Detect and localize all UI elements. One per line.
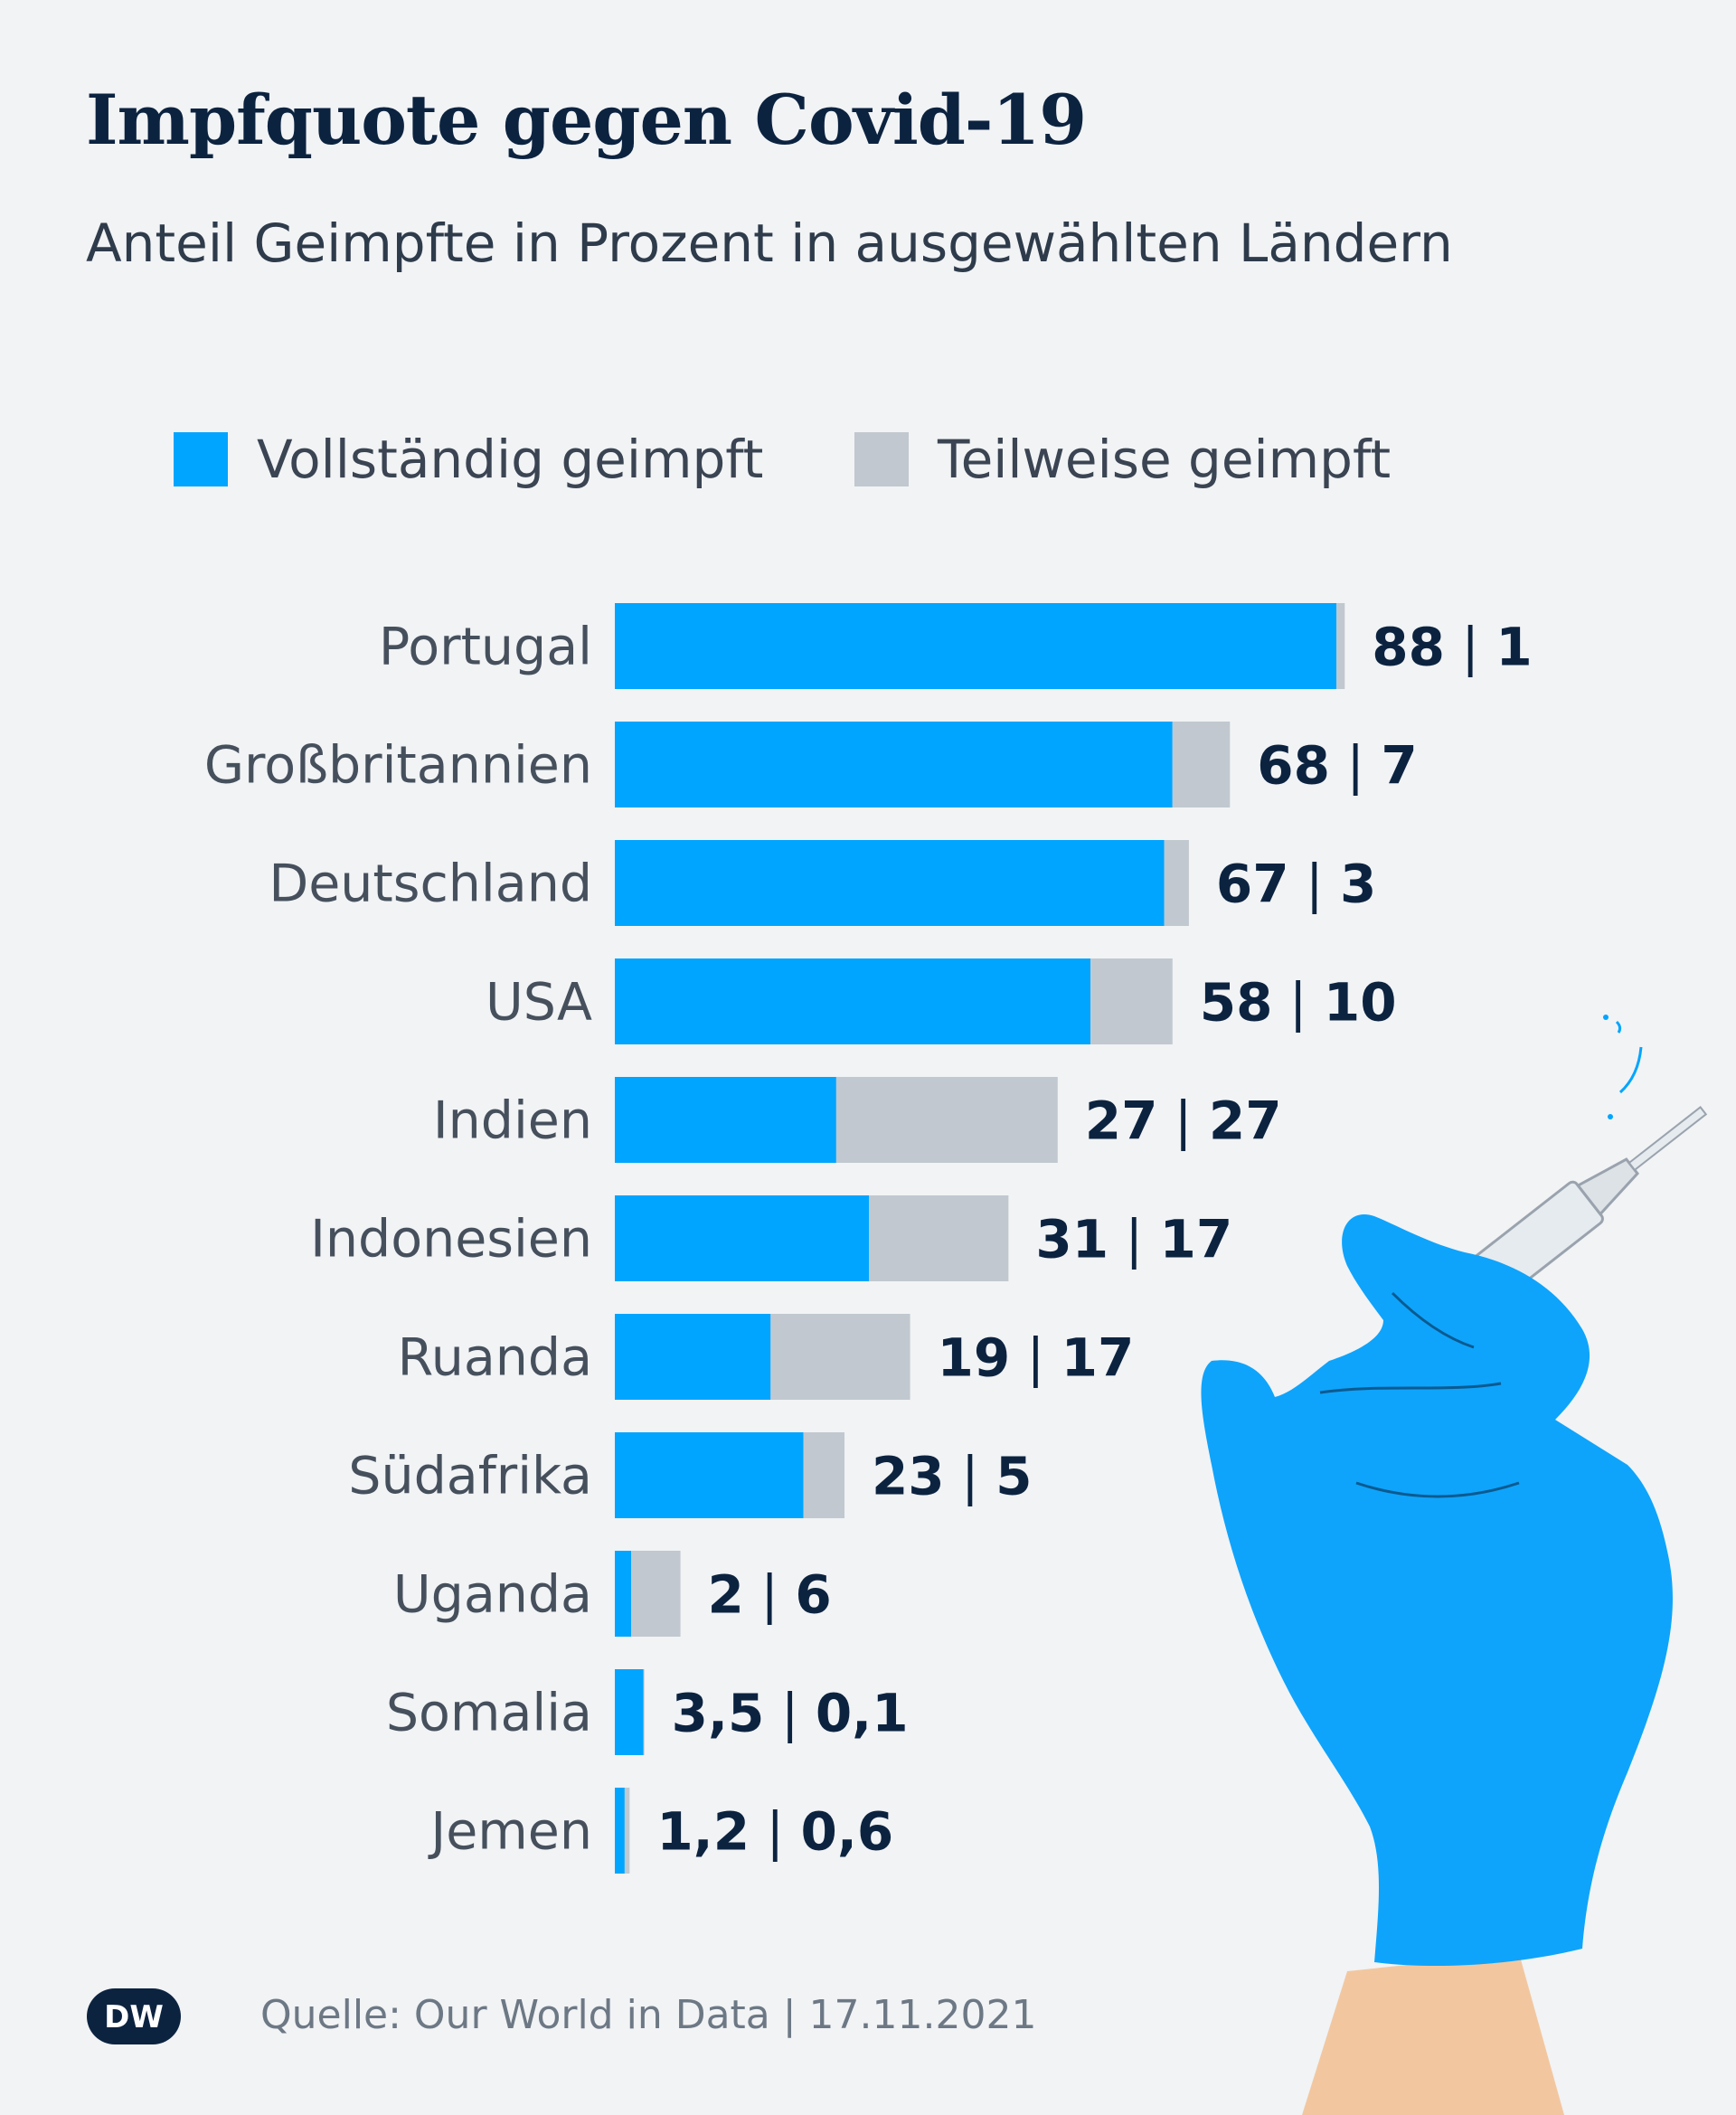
value-label: 67 | 3 bbox=[1216, 854, 1377, 915]
category-label: Indonesien bbox=[310, 1210, 592, 1270]
category-label: Uganda bbox=[393, 1565, 592, 1625]
category-label: Großbritannien bbox=[204, 736, 592, 796]
source-note: Quelle: Our World in Data | 17.11.2021 bbox=[260, 1992, 1037, 2038]
legend-label-partial: Teilweise geimpft bbox=[938, 429, 1392, 490]
bar-partial bbox=[1336, 603, 1345, 689]
value-label: 27 | 27 bbox=[1085, 1091, 1282, 1152]
value-label: 23 | 5 bbox=[872, 1446, 1032, 1507]
category-label: Südafrika bbox=[348, 1447, 592, 1506]
legend-item-full: Vollständig geimpft bbox=[174, 429, 763, 490]
bar-partial bbox=[835, 1077, 1058, 1163]
category-label: Somalia bbox=[386, 1684, 592, 1743]
dw-logo-icon: DW bbox=[87, 1988, 181, 2044]
category-label: Indien bbox=[433, 1091, 592, 1151]
category-label: USA bbox=[486, 973, 592, 1033]
bar-full bbox=[615, 1788, 625, 1874]
value-label: 88 | 1 bbox=[1372, 617, 1533, 678]
droplet-icon bbox=[1603, 1015, 1609, 1020]
bar-partial bbox=[1164, 840, 1189, 926]
bar-full bbox=[615, 1551, 632, 1637]
bar-full bbox=[615, 1669, 644, 1755]
bar-full bbox=[615, 958, 1091, 1044]
glove-icon bbox=[1201, 1214, 1673, 1967]
value-label: 2 | 6 bbox=[708, 1564, 832, 1626]
chart-subtitle: Anteil Geimpfte in Prozent in ausgewählt… bbox=[86, 212, 1453, 274]
bar-full bbox=[615, 1432, 804, 1518]
droplet-icon bbox=[1618, 1046, 1643, 1094]
dw-logo-text: DW bbox=[104, 1999, 164, 2035]
value-label: 68 | 7 bbox=[1257, 735, 1418, 797]
category-label: Ruanda bbox=[398, 1328, 592, 1388]
bar-full bbox=[615, 840, 1165, 926]
bar-full bbox=[615, 1314, 771, 1400]
value-label: 1,2 | 0,6 bbox=[656, 1801, 893, 1863]
droplet-icon bbox=[1608, 1114, 1613, 1119]
category-label: Deutschland bbox=[269, 854, 592, 914]
legend-label-full: Vollständig geimpft bbox=[257, 429, 764, 490]
bar-partial bbox=[1172, 722, 1231, 807]
value-label: 3,5 | 0,1 bbox=[672, 1683, 909, 1744]
bar-full bbox=[615, 722, 1173, 807]
bar-partial bbox=[624, 1788, 630, 1874]
arm-icon bbox=[1302, 1953, 1564, 2115]
droplet-icon bbox=[1615, 1020, 1622, 1034]
legend-item-partial: Teilweise geimpft bbox=[854, 429, 1391, 490]
legend-swatch-full bbox=[174, 432, 228, 486]
value-label: 58 | 10 bbox=[1200, 972, 1397, 1034]
bar-partial bbox=[643, 1669, 645, 1755]
bar-full bbox=[615, 1195, 870, 1281]
category-label: Portugal bbox=[379, 618, 592, 677]
bar-full bbox=[615, 603, 1337, 689]
glove-syringe-illustration bbox=[1201, 1015, 1708, 2115]
bar-full bbox=[615, 1077, 836, 1163]
category-label: Jemen bbox=[428, 1802, 592, 1862]
chart-title: Impfquote gegen Covid-19 bbox=[86, 80, 1087, 160]
value-label: 19 | 17 bbox=[938, 1327, 1135, 1389]
legend-swatch-partial bbox=[854, 432, 909, 486]
bar-partial bbox=[631, 1551, 681, 1637]
bar-partial bbox=[869, 1195, 1009, 1281]
bar-partial bbox=[1090, 958, 1173, 1044]
bar-partial bbox=[770, 1314, 910, 1400]
bar-partial bbox=[803, 1432, 844, 1518]
value-label: 31 | 17 bbox=[1035, 1209, 1232, 1270]
